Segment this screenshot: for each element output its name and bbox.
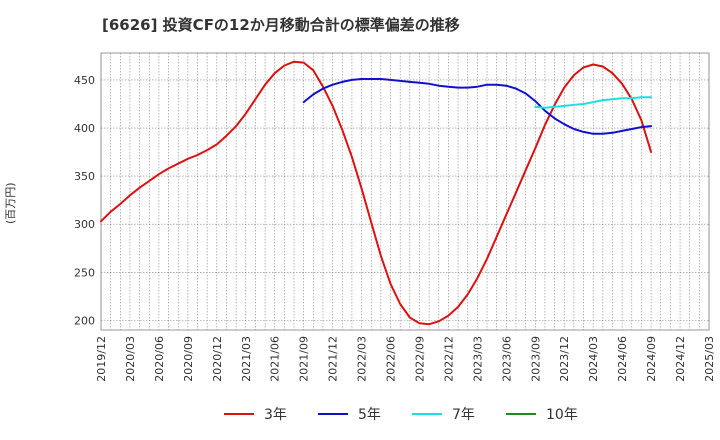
x-tick-label: 2025/03	[703, 336, 716, 382]
x-tick-label: 2019/12	[95, 336, 108, 382]
series-line-0	[100, 60, 653, 326]
series-lines	[100, 60, 653, 326]
legend-item-2: 7年	[412, 407, 475, 423]
chart-title: [6626] 投資CFの12か月移動合計の標準偏差の推移	[102, 16, 460, 34]
x-tick-label: 2024/06	[616, 336, 629, 382]
y-tick-label: 250	[74, 266, 95, 279]
x-tick-label: 2023/03	[471, 336, 484, 382]
x-tick-label: 2024/03	[587, 336, 600, 382]
x-tick-label: 2023/09	[529, 336, 542, 382]
series-line-2	[534, 96, 653, 109]
series-line-1	[302, 78, 653, 135]
legend-item-3: 10年	[506, 407, 578, 423]
legend-label: 5年	[358, 407, 381, 423]
x-tick-label: 2021/03	[240, 336, 253, 382]
legend-label: 3年	[264, 407, 287, 423]
x-tick-label: 2022/03	[356, 336, 369, 382]
legend-item-1: 5年	[318, 407, 381, 423]
legend-label: 7年	[452, 407, 475, 423]
x-tick-label: 2022/06	[385, 336, 398, 382]
x-tick-label: 2020/09	[182, 336, 195, 382]
x-tick-label: 2020/03	[124, 336, 137, 382]
x-tick-labels: 2019/12 2020/03 2020/06 2020/09 2020/12 2021/…	[95, 336, 716, 382]
x-tick-label: 2021/06	[269, 336, 282, 382]
x-tick-label: 2023/12	[558, 336, 571, 382]
y-tick-label: 400	[74, 122, 95, 135]
plot-area	[100, 52, 710, 331]
legend-label: 10年	[546, 407, 578, 423]
x-tick-label: 2024/12	[674, 336, 687, 382]
x-tick-label: 2021/09	[298, 336, 311, 382]
x-tick-label: 2023/06	[500, 336, 513, 382]
y-tick-label: 200	[74, 314, 95, 327]
y-tick-label: 300	[74, 218, 95, 231]
legend-item-0: 3年	[224, 407, 287, 423]
x-tick-label: 2022/12	[442, 336, 455, 382]
x-tick-label: 2021/12	[327, 336, 340, 382]
x-tick-label: 2022/09	[413, 336, 426, 382]
legend: 3年 5年 7年 10年	[224, 407, 578, 423]
x-tick-label: 2020/12	[211, 336, 224, 382]
y-tick-label: 450	[74, 74, 95, 87]
y-tick-label: 350	[74, 170, 95, 183]
y-tick-labels: 200 250 300 350 400 450	[74, 74, 95, 327]
x-tick-label: 2020/06	[153, 336, 166, 382]
x-tick-label: 2024/09	[645, 336, 658, 382]
